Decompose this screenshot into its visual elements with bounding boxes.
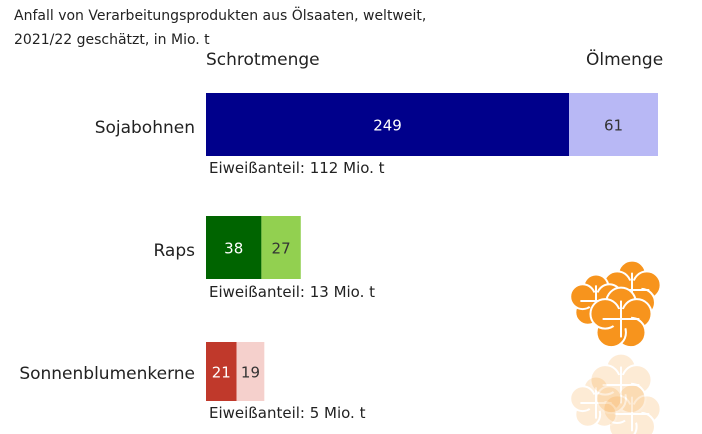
category-label-raps: Raps: [153, 241, 195, 261]
chart-title-line-1: Anfall von Verarbeitungsprodukten aus Öl…: [14, 8, 427, 24]
legend-oelmenge: Ölmenge: [586, 50, 664, 70]
flower-3: [589, 286, 653, 349]
value-label-oil-raps: 27: [272, 240, 291, 258]
bars-layer: Sojabohnen 249 61 Eiweißanteil: 112 Mio. t R…: [19, 93, 658, 422]
chart-title-line-2: 2021/22 geschätzt, in Mio. t: [14, 32, 210, 48]
bar-meal-raps: [206, 216, 262, 279]
value-label-meal-sonnenblumenkerne: 21: [212, 364, 231, 382]
category-label-sojabohnen: Sojabohnen: [95, 118, 195, 138]
value-label-oil-sojabohnen: 61: [604, 117, 623, 135]
bar-meal-sojabohnen: [206, 93, 570, 156]
value-label-oil-sonnenblumenkerne: 19: [241, 364, 260, 382]
flower-icon: [569, 259, 662, 434]
value-label-meal-sojabohnen: 249: [373, 117, 402, 135]
bar-oil-sonnenblumenkerne: [236, 342, 265, 401]
protein-annotation-sonnenblumenkerne: Eiweißanteil: 5 Mio. t: [209, 404, 366, 422]
bar-meal-sonnenblumenkerne: [206, 342, 237, 401]
protein-annotation-sojabohnen: Eiweißanteil: 112 Mio. t: [209, 159, 385, 177]
flower-reflection-3: [589, 352, 653, 415]
flower-reflection-1: [602, 383, 662, 434]
bar-oil-raps: [261, 216, 301, 279]
bar-oil-sojabohnen: [569, 93, 658, 156]
category-label-sonnenblumenkerne: Sonnenblumenkerne: [19, 364, 195, 384]
flower-reflection-2: [569, 375, 623, 428]
protein-annotation-raps: Eiweißanteil: 13 Mio. t: [209, 283, 375, 301]
value-label-meal-raps: 38: [224, 240, 243, 258]
legend-schrotmenge: Schrotmenge: [206, 50, 320, 70]
chart-title: Anfall von Verarbeitungsprodukten aus Öl…: [14, 4, 494, 52]
